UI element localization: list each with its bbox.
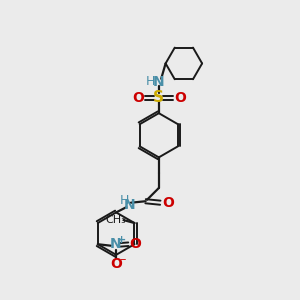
Text: O: O [110, 257, 122, 271]
Text: N: N [110, 237, 122, 251]
Text: H: H [119, 194, 129, 207]
Text: O: O [174, 91, 186, 105]
Text: N: N [124, 198, 136, 212]
Text: O: O [132, 91, 144, 105]
Text: O: O [129, 237, 141, 251]
Text: +: + [117, 236, 126, 245]
Text: N: N [153, 75, 165, 89]
Text: H: H [145, 75, 155, 88]
Text: ⁻: ⁻ [119, 256, 126, 269]
Text: S: S [153, 90, 164, 105]
Text: CH₃: CH₃ [106, 215, 126, 225]
Text: O: O [162, 196, 174, 210]
